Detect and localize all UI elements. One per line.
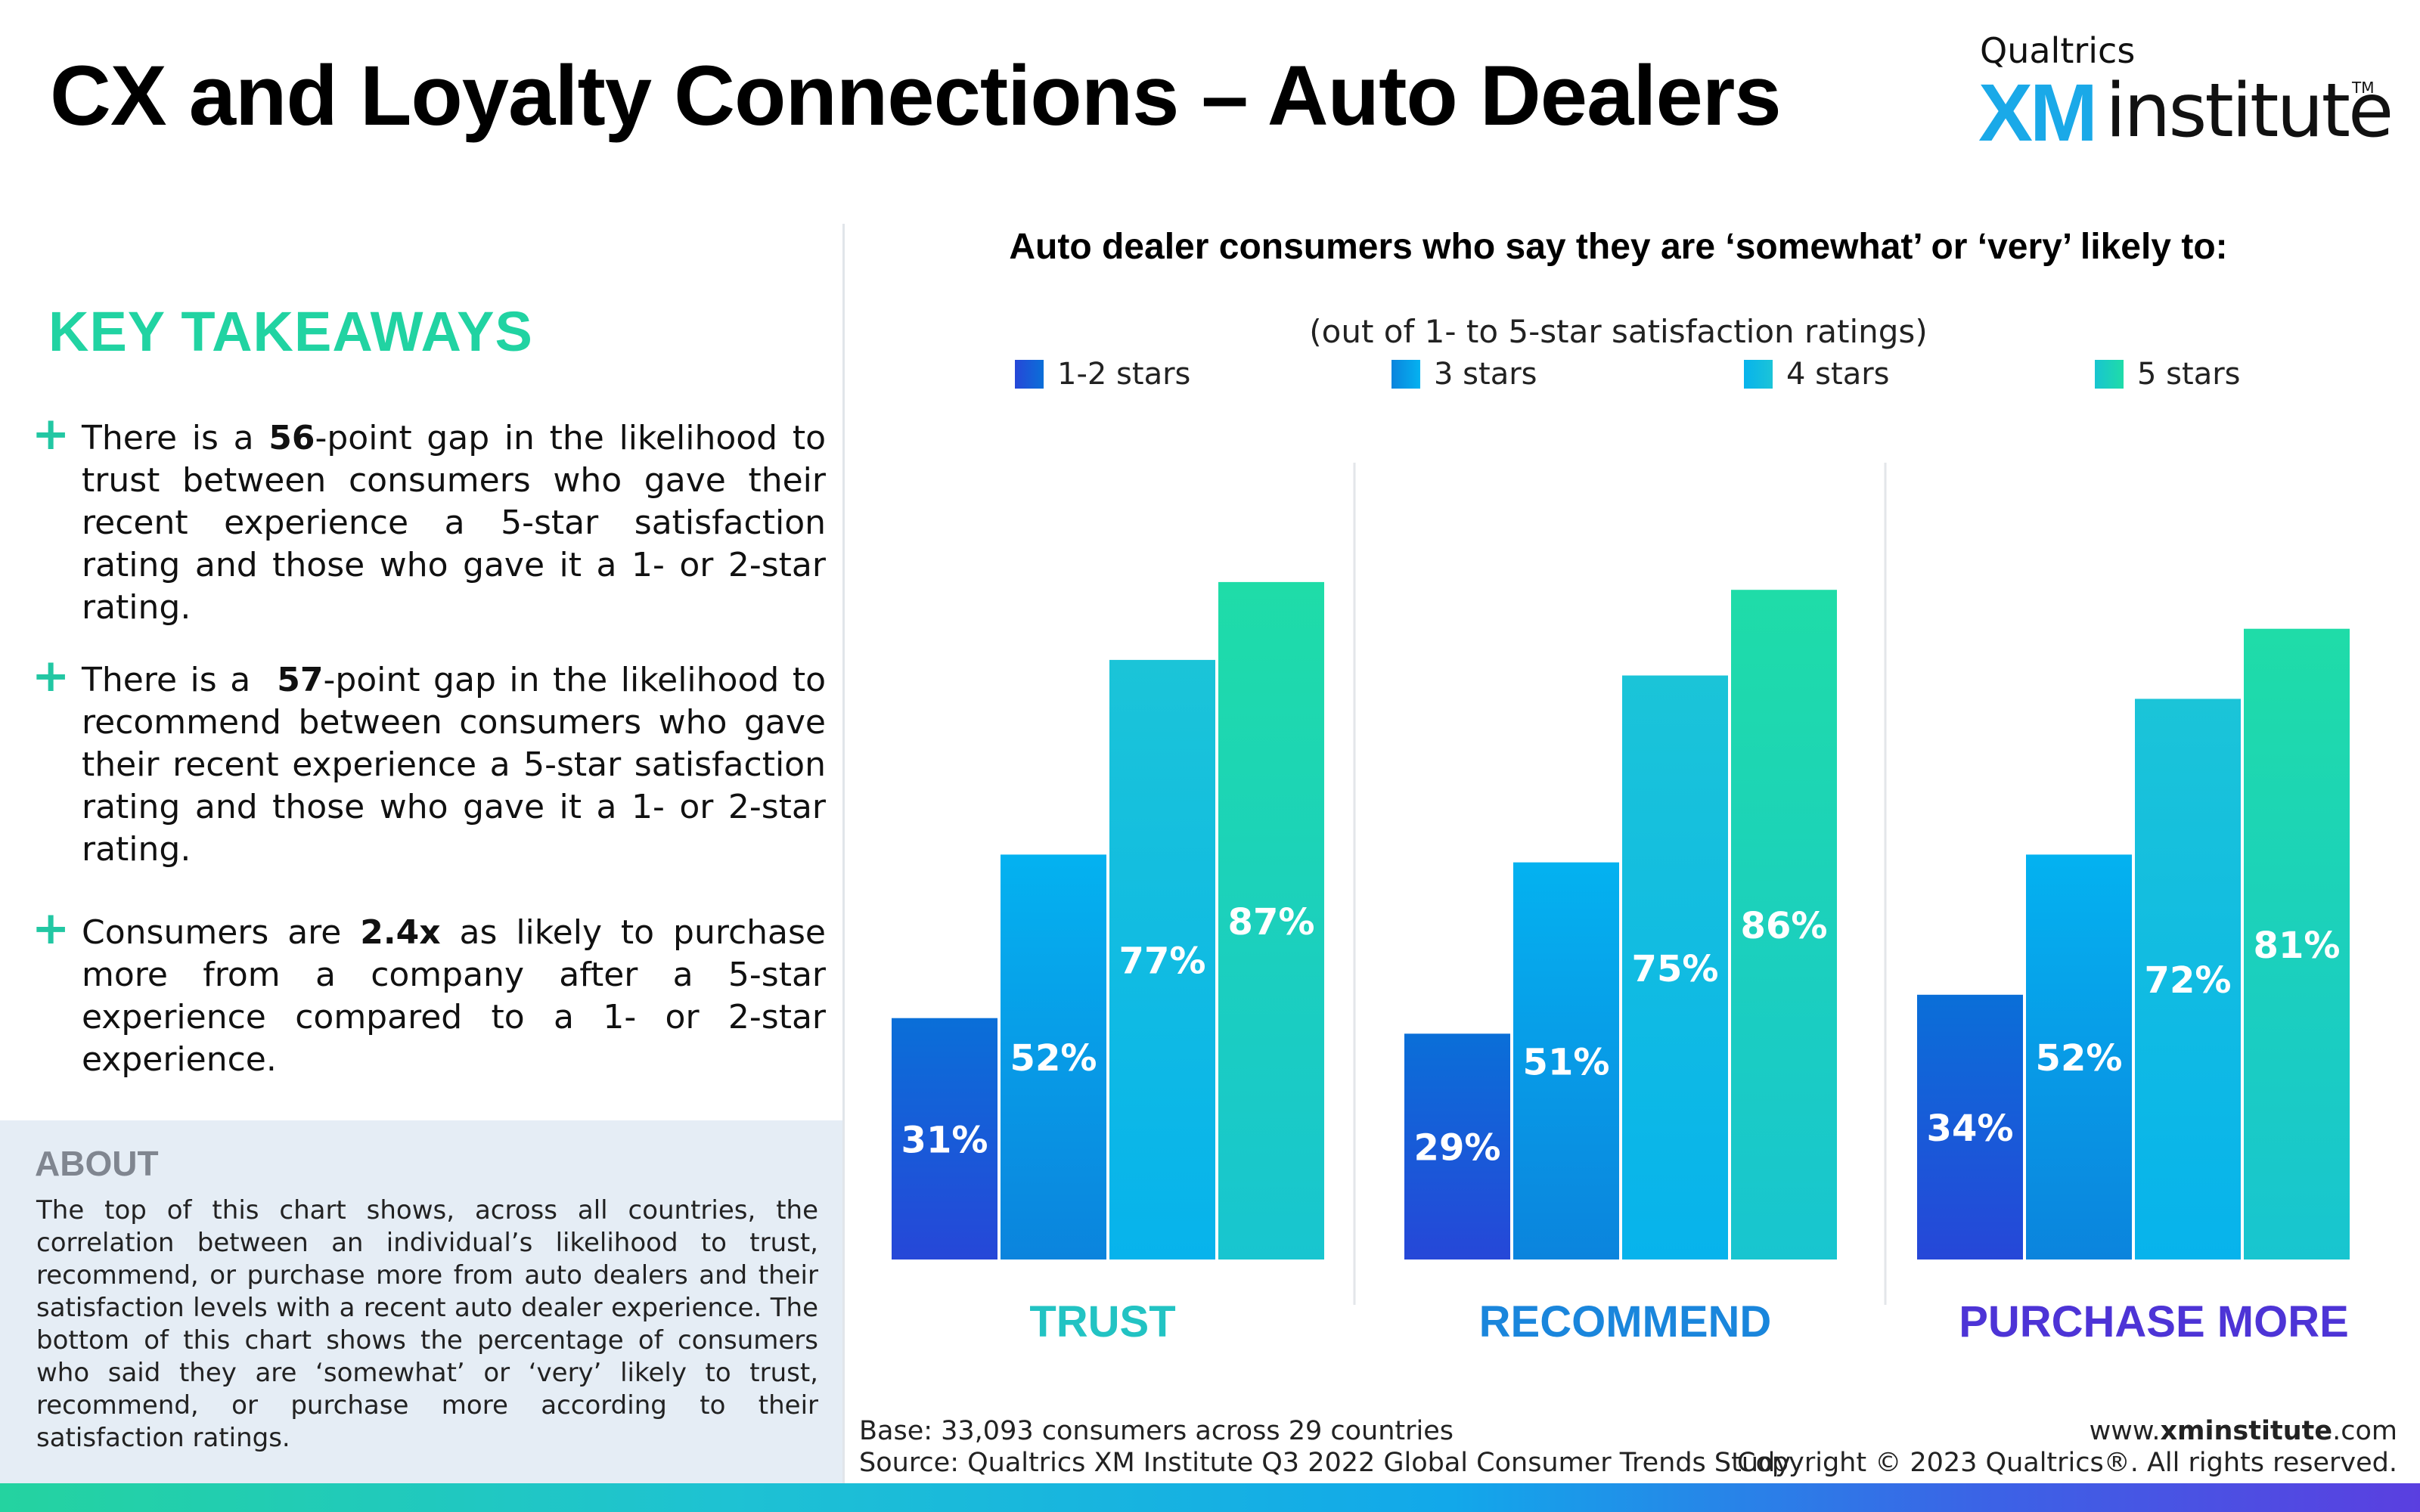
takeaway-highlight: 57 [277,661,324,699]
bar-recommend-5-stars [1731,590,1837,1259]
bar-recommend-3-stars [1513,862,1619,1259]
footer-base: Base: 33,093 consumers across 29 countri… [859,1416,1454,1446]
bar-value-label: 34% [1927,1108,2014,1150]
legend-label: 4 stars [1786,357,1890,392]
bar-purchase-more-3-stars [2026,854,2132,1259]
takeaway-item: + There is a 56-point gap in the likelih… [32,411,826,629]
legend-item-5-stars: 5 stars [2095,357,2240,392]
legend-item-3-stars: 3 stars [1392,357,1537,392]
legend-swatch [1392,360,1420,389]
bar-purchase-more-4-stars [2135,699,2241,1259]
takeaway-text-part: There is a [82,661,278,699]
category-label-recommend: RECOMMEND [1479,1297,1772,1346]
bar-trust-3-stars [1001,854,1106,1259]
footer-copyright-text: Copyright © 2023 Qualtrics®. All rights … [1737,1448,2397,1478]
takeaway-text-part: as likely to purchase more from a compan… [82,913,836,1079]
bar-value-label: 72% [2145,959,2232,1002]
bar-value-label: 52% [1010,1037,1097,1080]
plus-icon: + [32,407,70,460]
footer-url-part: .com [2332,1416,2397,1446]
takeaway-highlight: 2.4x [360,913,441,952]
bar-purchase-more-5-stars [2244,628,2350,1259]
logo-tm-text: TM [2352,79,2375,97]
bar-value-label: 31% [901,1119,988,1161]
bar-trust-5-stars [1218,581,1324,1259]
legend-label: 1-2 stars [1057,357,1191,392]
bar-value-label: 87% [1228,901,1315,943]
takeaway-item: + There is a 57-point gap in the likelih… [32,653,826,871]
about-heading: ABOUT [35,1144,159,1183]
legend-label: 5 stars [2137,357,2241,392]
bar-value-label: 81% [2254,925,2341,967]
plus-icon: + [32,902,70,955]
bar-value-label: 86% [1741,905,1828,947]
bar-trust-1-2-stars [892,1018,997,1259]
bar-purchase-more-1-2-stars [1917,994,2023,1259]
bar-recommend-4-stars [1622,675,1728,1259]
bar-value-label: 77% [1119,940,1206,982]
logo-institute-text: institute [2105,68,2394,154]
plus-icon: + [32,649,70,702]
footer-url[interactable]: www.xminstitute.com [1664,1415,2397,1447]
bar-value-label: 75% [1632,948,1719,990]
about-text: The top of this chart shows, across all … [36,1195,818,1453]
takeaway-text-part: There is a [82,419,269,457]
category-label-purchase-more: PURCHASE MORE [1959,1297,2349,1346]
xm-institute-logo: Qualtrics XM institute TM [1978,30,2394,158]
takeaway-item: + Consumers are 2.4x as likely to purcha… [32,906,826,1081]
bottom-gradient-strip [0,1483,2420,1512]
legend-item-4-stars: 4 stars [1744,357,1889,392]
takeaway-highlight: 56 [268,419,315,457]
footer-url-part: www. [2089,1416,2161,1446]
key-takeaways-heading: KEY TAKEAWAYS [48,300,533,363]
legend-swatch [2095,360,2124,389]
takeaway-text: There is a 57-point gap in the likelihoo… [82,659,826,871]
legend-label: 3 stars [1434,357,1537,392]
page-title: CX and Loyalty Connections – Auto Dealer… [50,48,1782,143]
takeaway-text-part: -point gap in the likelihood to recommen… [82,661,836,869]
chart-title: Auto dealer consumers who say they are ‘… [1009,227,2228,267]
footer-source: Base: 33,093 consumers across 29 countri… [859,1415,1791,1479]
panel-divider [842,224,845,1486]
legend-swatch [1015,360,1044,389]
category-label-trust: TRUST [1029,1297,1175,1346]
bar-recommend-1-2-stars [1404,1033,1510,1259]
logo-xm-text: XM [1978,67,2098,158]
footer-study-source: Source: Qualtrics XM Institute Q3 2022 G… [859,1448,1791,1478]
footer-url-part: xminstitute [2160,1416,2333,1446]
takeaway-text: Consumers are 2.4x as likely to purchase… [82,912,826,1081]
bar-value-label: 29% [1414,1127,1501,1170]
takeaway-text-part: Consumers are [82,913,361,952]
bar-trust-4-stars [1109,659,1215,1259]
legend-item-1-2-stars: 1-2 stars [1015,357,1190,392]
legend-swatch [1744,360,1773,389]
bar-value-label: 51% [1523,1041,1610,1083]
about-panel [0,1120,842,1483]
takeaway-text-part: -point gap in the likelihood to trust be… [82,419,826,627]
chart-subtitle: (out of 1- to 5-star satisfaction rating… [1309,313,1928,350]
bar-value-label: 52% [2036,1037,2123,1080]
takeaway-text: There is a 56-point gap in the likelihoo… [82,417,826,629]
footer-copyright: www.xminstitute.com Copyright © 2023 Qua… [1664,1415,2397,1479]
logo-qualtrics-text: Qualtrics [1980,30,2136,71]
